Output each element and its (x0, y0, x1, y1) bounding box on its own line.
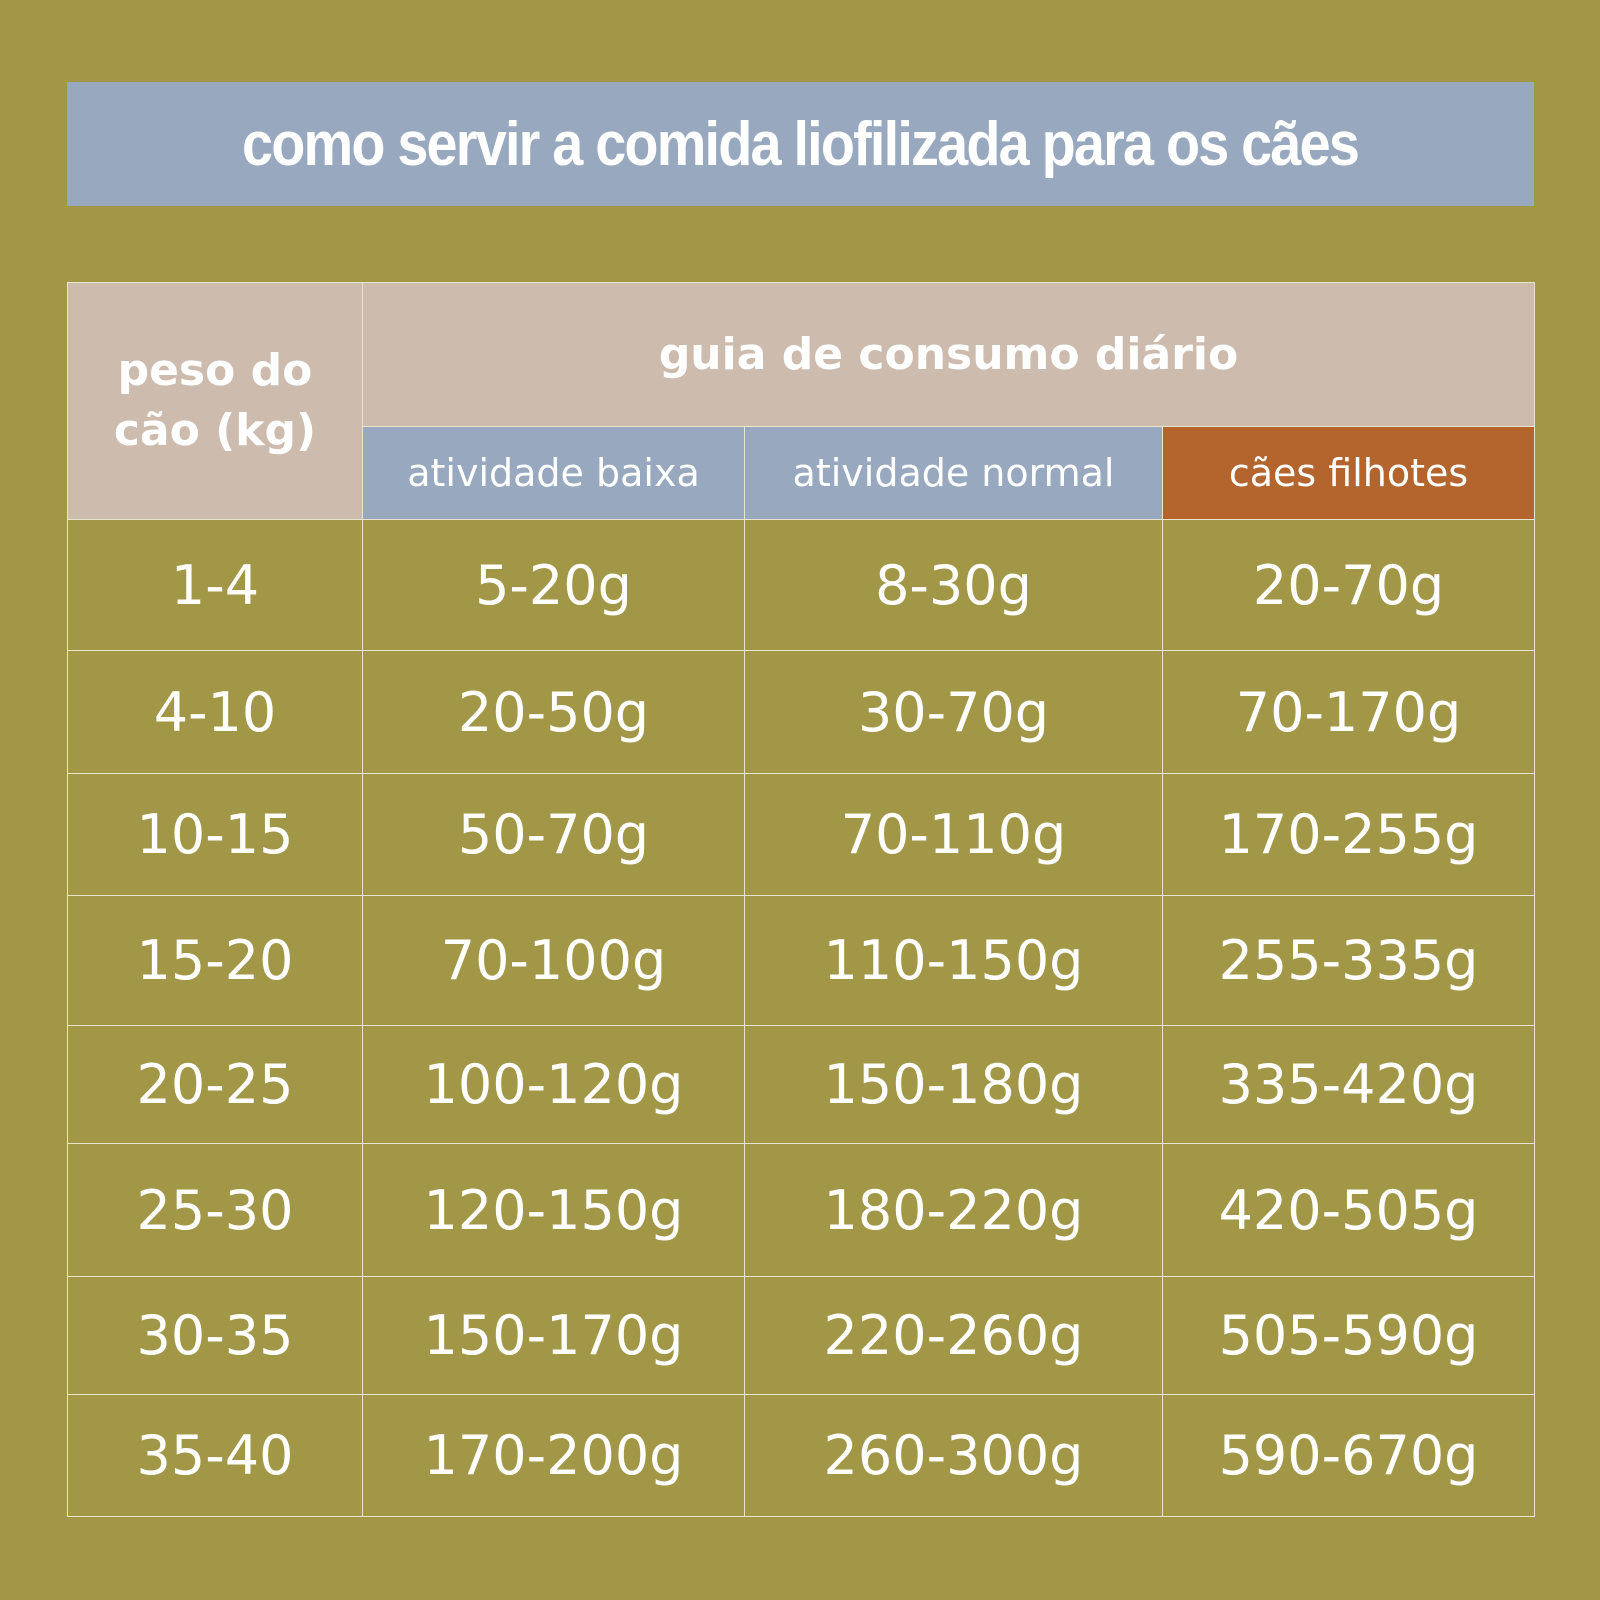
low-activity-cell: 5-20g (362, 519, 745, 651)
puppy-cell: 170-255g (1161, 773, 1536, 896)
weight-cell: 4-10 (67, 650, 363, 774)
normal-activity-cell: 8-30g (744, 519, 1163, 651)
low-activity-cell: 70-100g (362, 895, 745, 1026)
low-activity-cell: 170-200g (362, 1394, 745, 1517)
weight-cell: 35-40 (67, 1394, 363, 1517)
column-header-low-activity: atividade baixa (362, 426, 745, 520)
weight-cell: 10-15 (67, 773, 363, 896)
low-activity-cell: 100-120g (362, 1025, 745, 1144)
normal-activity-cell: 150-180g (744, 1025, 1163, 1144)
column-header-normal-activity: atividade normal (744, 426, 1163, 520)
feeding-guide-table: peso do cão (kg) guia de consumo diário … (67, 282, 1536, 1517)
weight-column-header: peso do cão (kg) (67, 282, 363, 520)
normal-activity-cell: 260-300g (744, 1394, 1163, 1517)
table-row: 20-25 100-120g 150-180g 335-420g (67, 1025, 1536, 1144)
table-row: 30-35 150-170g 220-260g 505-590g (67, 1276, 1536, 1395)
page-title: como servir a comida liofilizada para os… (242, 109, 1360, 179)
weight-cell: 30-35 (67, 1276, 363, 1395)
weight-column-header-label: peso do cão (kg) (113, 345, 317, 456)
table-row: 25-30 120-150g 180-220g 420-505g (67, 1143, 1536, 1277)
weight-cell: 20-25 (67, 1025, 363, 1144)
normal-activity-cell: 110-150g (744, 895, 1163, 1026)
table-row: 1-4 5-20g 8-30g 20-70g (67, 519, 1536, 651)
puppy-cell: 335-420g (1161, 1025, 1536, 1144)
puppy-cell: 505-590g (1161, 1276, 1536, 1395)
table-row: 4-10 20-50g 30-70g 70-170g (67, 650, 1536, 774)
table-row: 35-40 170-200g 260-300g 590-670g (67, 1394, 1536, 1517)
normal-activity-cell: 180-220g (744, 1143, 1163, 1277)
daily-guide-header-label: guia de consumo diário (658, 329, 1239, 380)
low-activity-cell: 50-70g (362, 773, 745, 896)
puppy-cell: 590-670g (1161, 1394, 1536, 1517)
puppy-cell: 70-170g (1161, 650, 1536, 774)
normal-activity-cell: 70-110g (744, 773, 1163, 896)
low-activity-cell: 150-170g (362, 1276, 745, 1395)
puppy-cell: 420-505g (1161, 1143, 1536, 1277)
column-header-puppies-label: cães filhotes (1228, 451, 1469, 495)
weight-cell: 15-20 (67, 895, 363, 1026)
puppy-cell: 255-335g (1161, 895, 1536, 1026)
low-activity-cell: 120-150g (362, 1143, 745, 1277)
table-row: 15-20 70-100g 110-150g 255-335g (67, 895, 1536, 1026)
title-banner: como servir a comida liofilizada para os… (67, 82, 1534, 206)
column-header-puppies: cães filhotes (1161, 426, 1536, 520)
column-header-low-activity-label: atividade baixa (407, 451, 700, 495)
normal-activity-cell: 30-70g (744, 650, 1163, 774)
weight-cell: 25-30 (67, 1143, 363, 1277)
puppy-cell: 20-70g (1161, 519, 1536, 651)
normal-activity-cell: 220-260g (744, 1276, 1163, 1395)
weight-cell: 1-4 (67, 519, 363, 651)
column-header-normal-activity-label: atividade normal (792, 451, 1115, 495)
daily-guide-header: guia de consumo diário (361, 282, 1536, 427)
table-row: 10-15 50-70g 70-110g 170-255g (67, 773, 1536, 896)
low-activity-cell: 20-50g (362, 650, 745, 774)
